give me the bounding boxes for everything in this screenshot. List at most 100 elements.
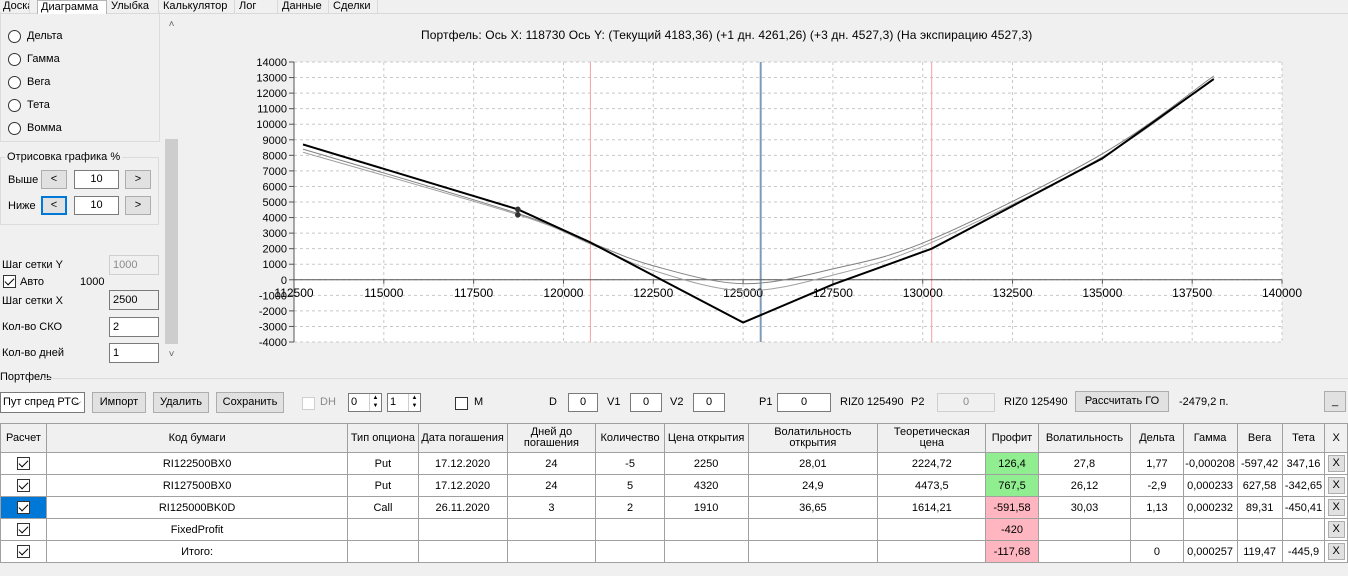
table-row[interactable]: RI127500BX0 Put 17.12.2020 24 5 4320 24,9 4473,… bbox=[0, 474, 1348, 497]
above-value[interactable]: 10 bbox=[74, 170, 119, 189]
v2-input[interactable]: 0 bbox=[693, 393, 725, 412]
cell-profit[interactable]: -420 bbox=[985, 518, 1039, 541]
strategy-select[interactable]: Пут спред РТС ⌵ bbox=[0, 392, 85, 413]
cell-open-price[interactable] bbox=[663, 540, 749, 563]
grid-x-input[interactable]: 2500 bbox=[109, 290, 159, 310]
col-gamma[interactable]: Гамма bbox=[1182, 423, 1238, 453]
tab-chart[interactable]: Диаграмма bbox=[37, 0, 107, 15]
above-increase-button[interactable]: > bbox=[125, 170, 151, 189]
cell-theta[interactable]: 347,16 bbox=[1281, 452, 1326, 475]
cell-theta[interactable]: -450,41 bbox=[1281, 496, 1326, 519]
cell-type[interactable] bbox=[347, 540, 419, 563]
cell-open-vol[interactable]: 36,65 bbox=[747, 496, 879, 519]
col-type[interactable]: Тип опциона bbox=[347, 423, 419, 453]
tab-data[interactable]: Данные bbox=[279, 0, 329, 14]
col-open-price[interactable]: Цена открытия bbox=[663, 423, 749, 453]
col-profit[interactable]: Профит bbox=[985, 423, 1039, 453]
radio-theta[interactable]: Тета bbox=[8, 97, 50, 113]
tab-log[interactable]: Лог bbox=[236, 0, 278, 14]
calc-margin-button[interactable]: Рассчитать ГО bbox=[1075, 391, 1169, 412]
cell-theor[interactable] bbox=[877, 540, 987, 563]
cell-days[interactable]: 3 bbox=[506, 496, 597, 519]
spin-input-1[interactable]: 0 ▲ ▼ bbox=[348, 393, 382, 412]
cell-vega[interactable]: 89,31 bbox=[1236, 496, 1283, 519]
row-checkbox[interactable] bbox=[16, 457, 30, 470]
cell-vol[interactable]: 27,8 bbox=[1037, 452, 1132, 475]
cell-type[interactable]: Put bbox=[347, 474, 419, 497]
radio-circle[interactable] bbox=[8, 29, 21, 43]
cell-gamma[interactable]: 0,000233 bbox=[1182, 474, 1238, 497]
calc-cell[interactable] bbox=[0, 518, 47, 541]
cell-vega[interactable]: 627,58 bbox=[1236, 474, 1283, 497]
radio-circle[interactable] bbox=[8, 121, 21, 135]
cell-type[interactable] bbox=[347, 518, 419, 541]
col-qty[interactable]: Количество bbox=[595, 423, 665, 453]
scroll-down-icon[interactable]: ˅ bbox=[168, 349, 175, 360]
cell-theta[interactable]: -342,65 bbox=[1281, 474, 1326, 497]
cell-theor[interactable] bbox=[877, 518, 987, 541]
cell-qty[interactable] bbox=[595, 540, 665, 563]
table-row[interactable]: RI122500BX0 Put 17.12.2020 24 -5 2250 28,01 222… bbox=[0, 452, 1348, 475]
cell-vol[interactable] bbox=[1037, 540, 1132, 563]
auto-checkbox[interactable] bbox=[3, 275, 16, 288]
cell-theta[interactable] bbox=[1281, 518, 1326, 541]
cell-code[interactable]: Итого: bbox=[45, 540, 349, 563]
col-calc[interactable]: Расчет bbox=[0, 423, 47, 453]
cell-open-vol[interactable] bbox=[747, 518, 879, 541]
cell-gamma[interactable]: 0,000257 bbox=[1182, 540, 1238, 563]
scroll-up-icon[interactable]: ˄ bbox=[168, 19, 175, 30]
above-decrease-button[interactable]: < bbox=[41, 170, 67, 189]
radio-gamma[interactable]: Гамма bbox=[8, 51, 60, 67]
cell-vol[interactable]: 30,03 bbox=[1037, 496, 1132, 519]
cell-open-vol[interactable]: 28,01 bbox=[747, 452, 879, 475]
cell-open-price[interactable]: 2250 bbox=[663, 452, 749, 475]
cell-days[interactable]: 24 bbox=[506, 452, 597, 475]
radio-vomma[interactable]: Вомма bbox=[8, 120, 62, 136]
col-vega[interactable]: Вега bbox=[1236, 423, 1283, 453]
tab-board[interactable]: Доска bbox=[0, 0, 30, 14]
calc-cell[interactable] bbox=[0, 540, 47, 563]
row-checkbox[interactable] bbox=[16, 545, 30, 558]
remove-row-button[interactable]: X bbox=[1327, 543, 1345, 560]
radio-circle[interactable] bbox=[8, 52, 21, 66]
cell-delta[interactable]: 0 bbox=[1130, 540, 1184, 563]
cell-open-price[interactable] bbox=[663, 518, 749, 541]
cell-delta[interactable] bbox=[1130, 518, 1184, 541]
radio-delta[interactable]: Дельта bbox=[8, 28, 63, 44]
save-button[interactable]: Сохранить bbox=[216, 392, 284, 413]
cell-date[interactable]: 17.12.2020 bbox=[417, 452, 508, 475]
cell-profit[interactable]: 767,5 bbox=[985, 474, 1039, 497]
cell-code[interactable]: FixedProfit bbox=[45, 518, 349, 541]
calc-cell[interactable] bbox=[0, 474, 47, 497]
cell-delta[interactable]: 1,13 bbox=[1130, 496, 1184, 519]
cell-profit[interactable]: -117,68 bbox=[985, 540, 1039, 563]
col-code[interactable]: Код бумаги bbox=[45, 423, 349, 453]
calc-cell[interactable] bbox=[0, 496, 47, 519]
grid-y-input[interactable]: 1000 bbox=[109, 255, 159, 275]
col-delta[interactable]: Дельта bbox=[1130, 423, 1184, 453]
spin-arrows-icon[interactable]: ▲ ▼ bbox=[369, 394, 381, 411]
cell-profit[interactable]: 126,4 bbox=[985, 452, 1039, 475]
calc-cell[interactable] bbox=[0, 452, 47, 475]
radio-circle[interactable] bbox=[8, 75, 21, 89]
cell-days[interactable]: 24 bbox=[506, 474, 597, 497]
cell-qty[interactable]: 5 bbox=[595, 474, 665, 497]
radio-vega[interactable]: Вега bbox=[8, 74, 50, 90]
cell-open-vol[interactable] bbox=[747, 540, 879, 563]
spin-input-2[interactable]: 1 ▲ ▼ bbox=[387, 393, 421, 412]
m-checkbox[interactable] bbox=[455, 397, 468, 410]
cell-gamma[interactable]: -0,000208 bbox=[1182, 452, 1238, 475]
cell-vega[interactable]: 119,47 bbox=[1236, 540, 1283, 563]
table-row[interactable]: FixedProfit -420 X bbox=[0, 518, 1348, 541]
p1-input[interactable]: 0 bbox=[777, 393, 831, 412]
cell-profit[interactable]: -591,58 bbox=[985, 496, 1039, 519]
below-increase-button[interactable]: > bbox=[125, 196, 151, 215]
cell-theor[interactable]: 1614,21 bbox=[877, 496, 987, 519]
cell-vega[interactable]: -597,42 bbox=[1236, 452, 1283, 475]
cell-code[interactable]: RI122500BX0 bbox=[45, 452, 349, 475]
below-decrease-button[interactable]: < bbox=[41, 196, 67, 215]
scroll-thumb[interactable] bbox=[165, 139, 178, 344]
sko-input[interactable]: 2 bbox=[109, 317, 159, 337]
tab-deals[interactable]: Сделки bbox=[330, 0, 378, 14]
col-date[interactable]: Дата погашения bbox=[417, 423, 508, 453]
